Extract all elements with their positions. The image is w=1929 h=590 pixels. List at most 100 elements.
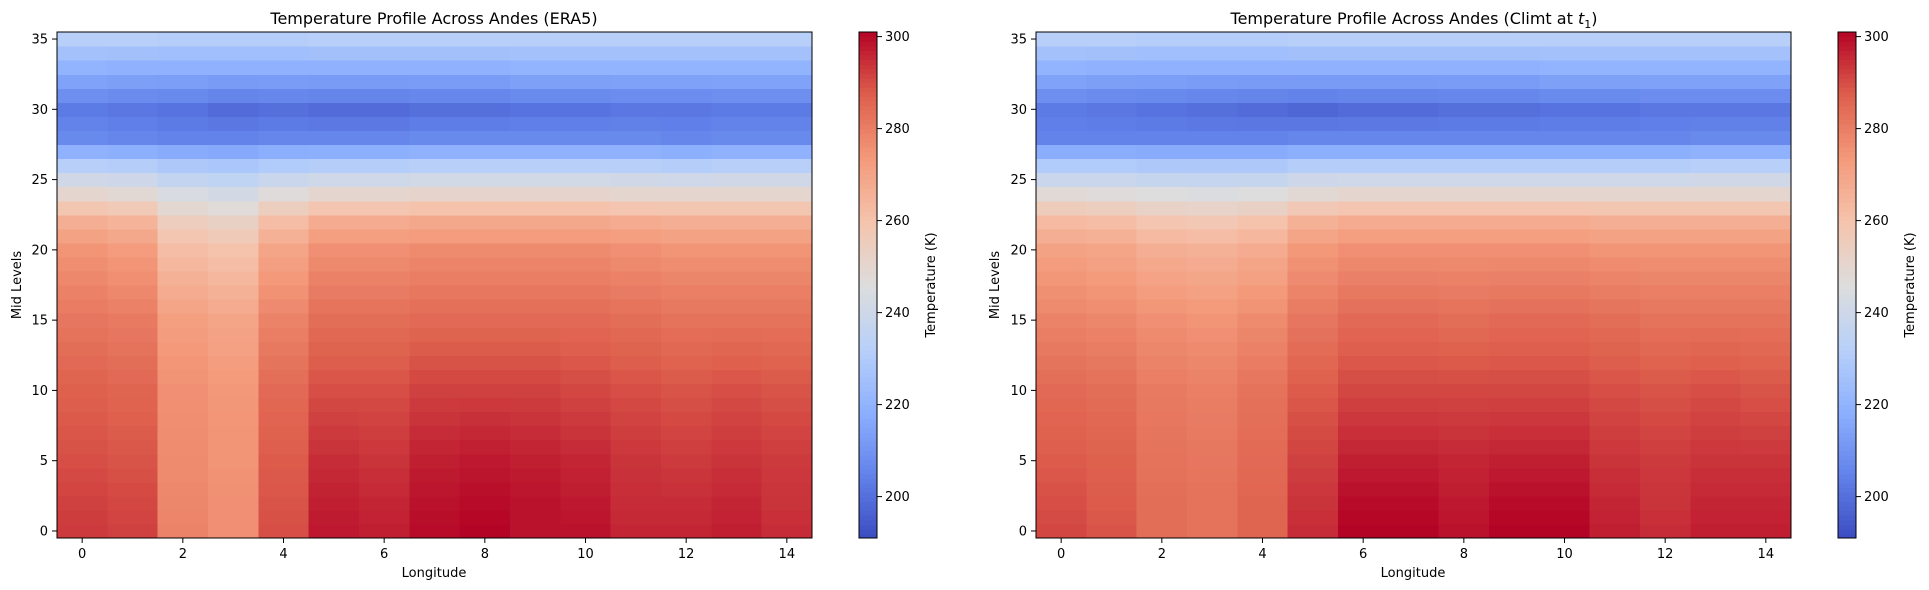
heatmap-cell [1287,285,1339,300]
heatmap-cell [208,481,259,497]
colorbar-segment [1838,354,1856,360]
heatmap-cell [711,102,763,117]
colorbar-segment [1838,179,1856,185]
colorbar-segment [1838,78,1856,84]
heatmap-cell [157,509,209,525]
heatmap-cell [459,144,511,160]
heatmap-cell [459,313,511,328]
heatmap-cell [510,228,561,244]
heatmap-cell [1589,327,1641,342]
heatmap-cell [308,144,360,160]
heatmap-cell [610,369,662,384]
heatmap-cell [711,383,763,399]
heatmap-cell [157,425,209,441]
heatmap-cell [560,200,612,216]
heatmap-cell [208,228,259,244]
heatmap-cell [1136,270,1188,286]
heatmap-cell [359,439,410,455]
heatmap-cell [661,495,712,511]
colorbar-segment [859,252,877,258]
heatmap-cell [1187,467,1238,483]
heatmap-cell [1086,481,1138,497]
heatmap-cell [711,397,763,413]
colorbar-segment [1838,220,1856,226]
heatmap-cell [560,411,612,427]
colorbar-segment [859,239,877,245]
heatmap-cell [308,439,360,455]
heatmap-cell [1690,369,1742,384]
heatmap-cell [1589,411,1641,427]
heatmap-cell [107,242,159,258]
colorbar-segment [1838,174,1856,180]
heatmap-cell [1690,467,1742,483]
heatmap-cell [1086,509,1138,525]
heatmap-cell [258,355,310,370]
heatmap-cell [1036,397,1087,413]
heatmap-cell [711,355,763,370]
heatmap-cell [107,495,159,511]
heatmap-cell [1388,327,1440,342]
heatmap-cell [258,186,310,202]
heatmap-cell [610,481,662,497]
colorbar-segment [859,206,877,212]
colorbar-ticks: 200 220 240 260 280 300 [877,30,910,505]
colorbar-segment [1838,41,1856,47]
heatmap-cell [1740,383,1792,399]
heatmap-cell [1388,74,1440,89]
heatmap-cell [308,46,360,61]
colorbar-segment [859,326,877,332]
heatmap-cell [1237,495,1289,511]
heatmap-cell [1539,46,1591,61]
heatmap-cell [711,200,763,216]
heatmap-cell [107,369,159,384]
colorbar-segment [1838,55,1856,61]
heatmap-cell [258,397,310,413]
heatmap-cell [57,242,108,258]
colorbar-segment [859,409,877,415]
heatmap-cell [610,60,662,75]
colorbar-segment [1838,165,1856,171]
heatmap-cell [1136,130,1188,146]
heatmap-cell [1338,172,1389,188]
x-tick-label: 6 [1359,547,1367,562]
heatmap-cell [1136,186,1188,202]
heatmap-cell [1690,355,1742,370]
heatmap-cell [208,46,259,61]
heatmap-cell [1640,256,1691,272]
heatmap-cell [1690,453,1742,469]
heatmap-cell [1740,285,1792,300]
colorbar-segment [859,524,877,530]
heatmap-cell [1287,453,1339,469]
heatmap-cell [1589,242,1641,258]
heatmap-cell [1036,327,1087,342]
heatmap-cell [409,144,461,160]
heatmap-cell [1438,102,1490,117]
heatmap-cell [1740,46,1792,61]
heatmap-cell [459,481,511,497]
heatmap-cell [208,172,259,188]
heatmap-cell [711,411,763,427]
colorbar-segment [859,519,877,525]
heatmap-cell [1690,130,1742,146]
colorbar-segment [859,404,877,410]
heatmap-cell [1388,523,1440,539]
heatmap-cell [711,242,763,258]
colorbar-segment [1838,124,1856,130]
heatmap-cell [661,256,712,272]
heatmap-cell [661,355,712,370]
heatmap-cell [1237,116,1289,131]
colorbar-segment [1838,73,1856,79]
colorbar-segment [859,533,877,539]
heatmap-cell [308,60,360,75]
colorbar-segment [1838,469,1856,475]
colorbar-segment [859,266,877,272]
heatmap-cell [258,116,310,131]
heatmap-cell [1690,242,1742,258]
heatmap-cell [208,130,259,146]
y-tick-label: 0 [1019,524,1027,539]
colorbar-segment [859,151,877,157]
heatmap-cell [761,228,813,244]
heatmap-cell [1690,481,1742,497]
heatmap-cell [1740,453,1792,469]
heatmap-cell [409,130,461,146]
